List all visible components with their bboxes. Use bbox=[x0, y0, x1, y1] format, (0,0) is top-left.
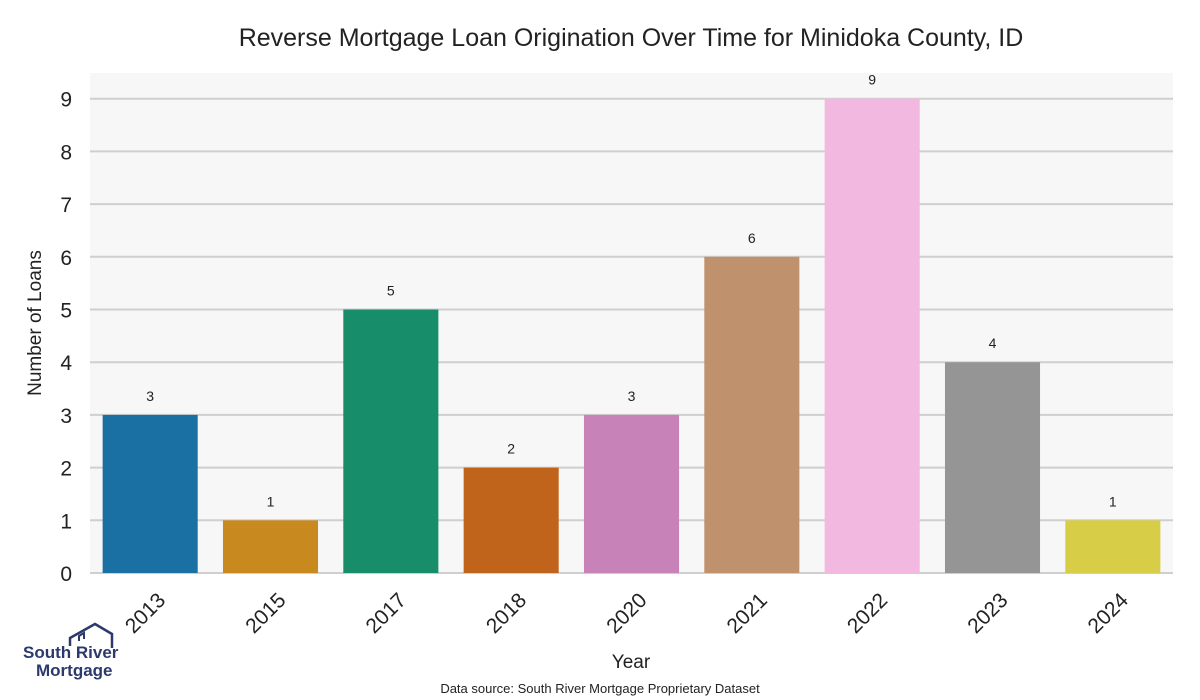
bar-value-label-2021: 6 bbox=[748, 230, 756, 246]
y-tick-label-4: 4 bbox=[60, 352, 72, 375]
bar-2024 bbox=[1065, 520, 1161, 573]
y-axis-ticks: 0 1 2 3 4 5 6 7 8 9 bbox=[60, 89, 72, 586]
x-tick-label-2024: 2024 bbox=[1084, 589, 1134, 639]
logo-line-1: South River bbox=[23, 643, 119, 662]
data-source-note: Data source: South River Mortgage Propri… bbox=[440, 681, 760, 696]
x-tick-label-2021: 2021 bbox=[723, 589, 772, 638]
bar-value-label-2024: 1 bbox=[1109, 493, 1117, 509]
y-tick-label-0: 0 bbox=[60, 563, 72, 586]
bar-2023 bbox=[944, 362, 1041, 573]
x-tick-label-2015: 2015 bbox=[241, 589, 290, 638]
bar-2018 bbox=[463, 467, 559, 573]
bar-2017 bbox=[343, 309, 439, 573]
bar-value-label-2022: 9 bbox=[868, 72, 876, 88]
y-tick-label-6: 6 bbox=[60, 247, 72, 270]
x-tick-label-2018: 2018 bbox=[482, 589, 531, 638]
bar-2015 bbox=[222, 520, 319, 573]
y-tick-label-7: 7 bbox=[60, 194, 72, 217]
x-tick-label-2020: 2020 bbox=[602, 589, 651, 638]
bar-value-label-2013: 3 bbox=[146, 388, 154, 404]
bar-value-label-2018: 2 bbox=[507, 441, 515, 457]
bar-2021 bbox=[704, 256, 800, 573]
bar-value-label-2015: 1 bbox=[267, 493, 275, 509]
x-tick-label-2022: 2022 bbox=[843, 589, 892, 638]
x-tick-label-2023: 2023 bbox=[963, 589, 1012, 638]
house-roof-icon bbox=[68, 622, 114, 648]
logo-line-2: Mortgage bbox=[36, 661, 113, 680]
y-tick-label-1: 1 bbox=[60, 510, 72, 533]
y-tick-label-9: 9 bbox=[60, 89, 72, 112]
x-tick-label-2013: 2013 bbox=[121, 589, 170, 638]
y-tick-label-2: 2 bbox=[60, 458, 72, 481]
x-tick-label-2017: 2017 bbox=[362, 589, 411, 638]
bar-value-label-2023: 4 bbox=[989, 335, 997, 351]
x-axis-ticks: 2013 2015 2017 2018 2020 2021 2022 2023 2024 bbox=[121, 589, 1133, 639]
bar-2022 bbox=[824, 98, 920, 573]
bar-2020 bbox=[583, 414, 680, 573]
bar-value-label-2017: 5 bbox=[387, 283, 395, 299]
y-tick-label-5: 5 bbox=[60, 300, 72, 323]
bar-2013 bbox=[102, 414, 198, 573]
y-axis-title: Number of Loans bbox=[25, 250, 46, 396]
y-tick-label-8: 8 bbox=[60, 141, 72, 164]
x-axis-title: Year bbox=[612, 652, 651, 673]
bar-value-label-2020: 3 bbox=[628, 388, 636, 404]
bar-labels: 3 1 5 2 3 6 9 4 1 bbox=[146, 72, 1117, 510]
y-tick-label-3: 3 bbox=[60, 405, 72, 428]
chimney-icon bbox=[78, 631, 85, 641]
chart-title: Reverse Mortgage Loan Origination Over T… bbox=[239, 24, 1024, 52]
bars bbox=[102, 98, 1161, 573]
logo: South River Mortgage bbox=[23, 622, 119, 680]
